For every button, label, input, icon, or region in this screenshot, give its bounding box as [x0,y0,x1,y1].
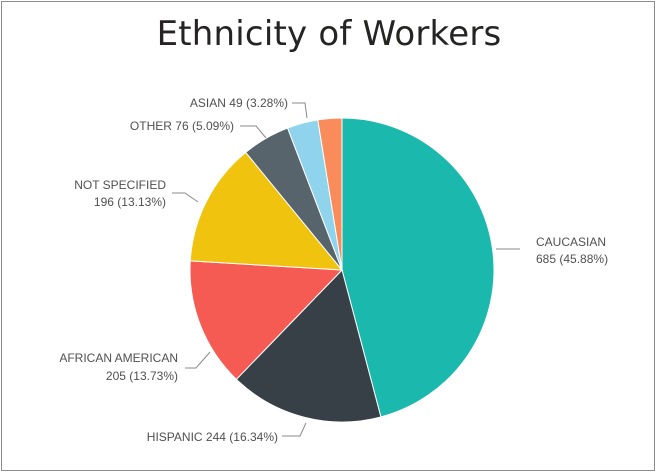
slice-label-not-specified-name: NOT SPECIFIED [74,178,166,192]
slice-label-asian-name: ASIAN [190,96,226,110]
slice-label-hispanic-percent: (16.34%) [229,430,278,444]
slice-label-other-name: OTHER [130,119,172,133]
slice-label-hispanic: HISPANIC 244 (16.34%) [147,430,278,444]
leader-line-other [240,125,267,139]
slice-label-asian: ASIAN 49 (3.28%) [190,96,288,110]
slice-value-caucasian-number: 685 [536,252,556,266]
slice-value-caucasian-percent: (45.88%) [559,252,608,266]
slice-label-asian-number: 49 [229,96,243,110]
slice-label-caucasian-name: CAUCASIAN [536,235,606,249]
leader-line-african-american [185,351,211,369]
slice-label-other: OTHER 76 (5.09%) [130,119,234,133]
slice-value-not-specified: 196 (13.13%) [94,195,166,209]
pie-slices [189,117,495,423]
leader-line-not-specified [172,192,199,203]
pie-slice-african-american [189,260,344,381]
slice-label-hispanic-number: 244 [206,430,226,444]
chart-title: Ethnicity of Workers [156,14,502,54]
leader-lines [172,102,520,437]
slice-label-not-specified: NOT SPECIFIED [74,178,166,192]
slice-value-not-specified-number: 196 [94,195,114,209]
slice-value-african-american-number: 205 [106,369,126,383]
slice-labels: CAUCASIAN 685 (45.88%) HISPANIC 244 (16.… [59,96,608,444]
pie-slice-hispanic [235,269,382,423]
slice-label-asian-percent: (3.28%) [246,96,288,110]
slice-value-african-american-percent: (13.73%) [129,369,178,383]
leader-line-hispanic [282,422,307,437]
slice-value-not-specified-percent: (13.13%) [117,195,166,209]
pie-slice-caucasian [341,117,495,418]
slice-label-other-number: 76 [175,119,189,133]
pie-slice-unlabeled [317,117,343,271]
slice-label-african-american: AFRICAN AMERICAN [59,351,178,365]
pie-slice-not-specified [189,151,344,271]
slice-label-other-percent: (5.09%) [192,119,234,133]
slice-label-african-american-name: AFRICAN AMERICAN [59,351,178,365]
slice-label-caucasian: CAUCASIAN [536,235,606,249]
leader-line-asian [292,102,308,119]
slice-value-african-american: 205 (13.73%) [106,369,178,383]
slice-value-caucasian: 685 (45.88%) [536,252,608,266]
slice-label-hispanic-name: HISPANIC [147,430,203,444]
